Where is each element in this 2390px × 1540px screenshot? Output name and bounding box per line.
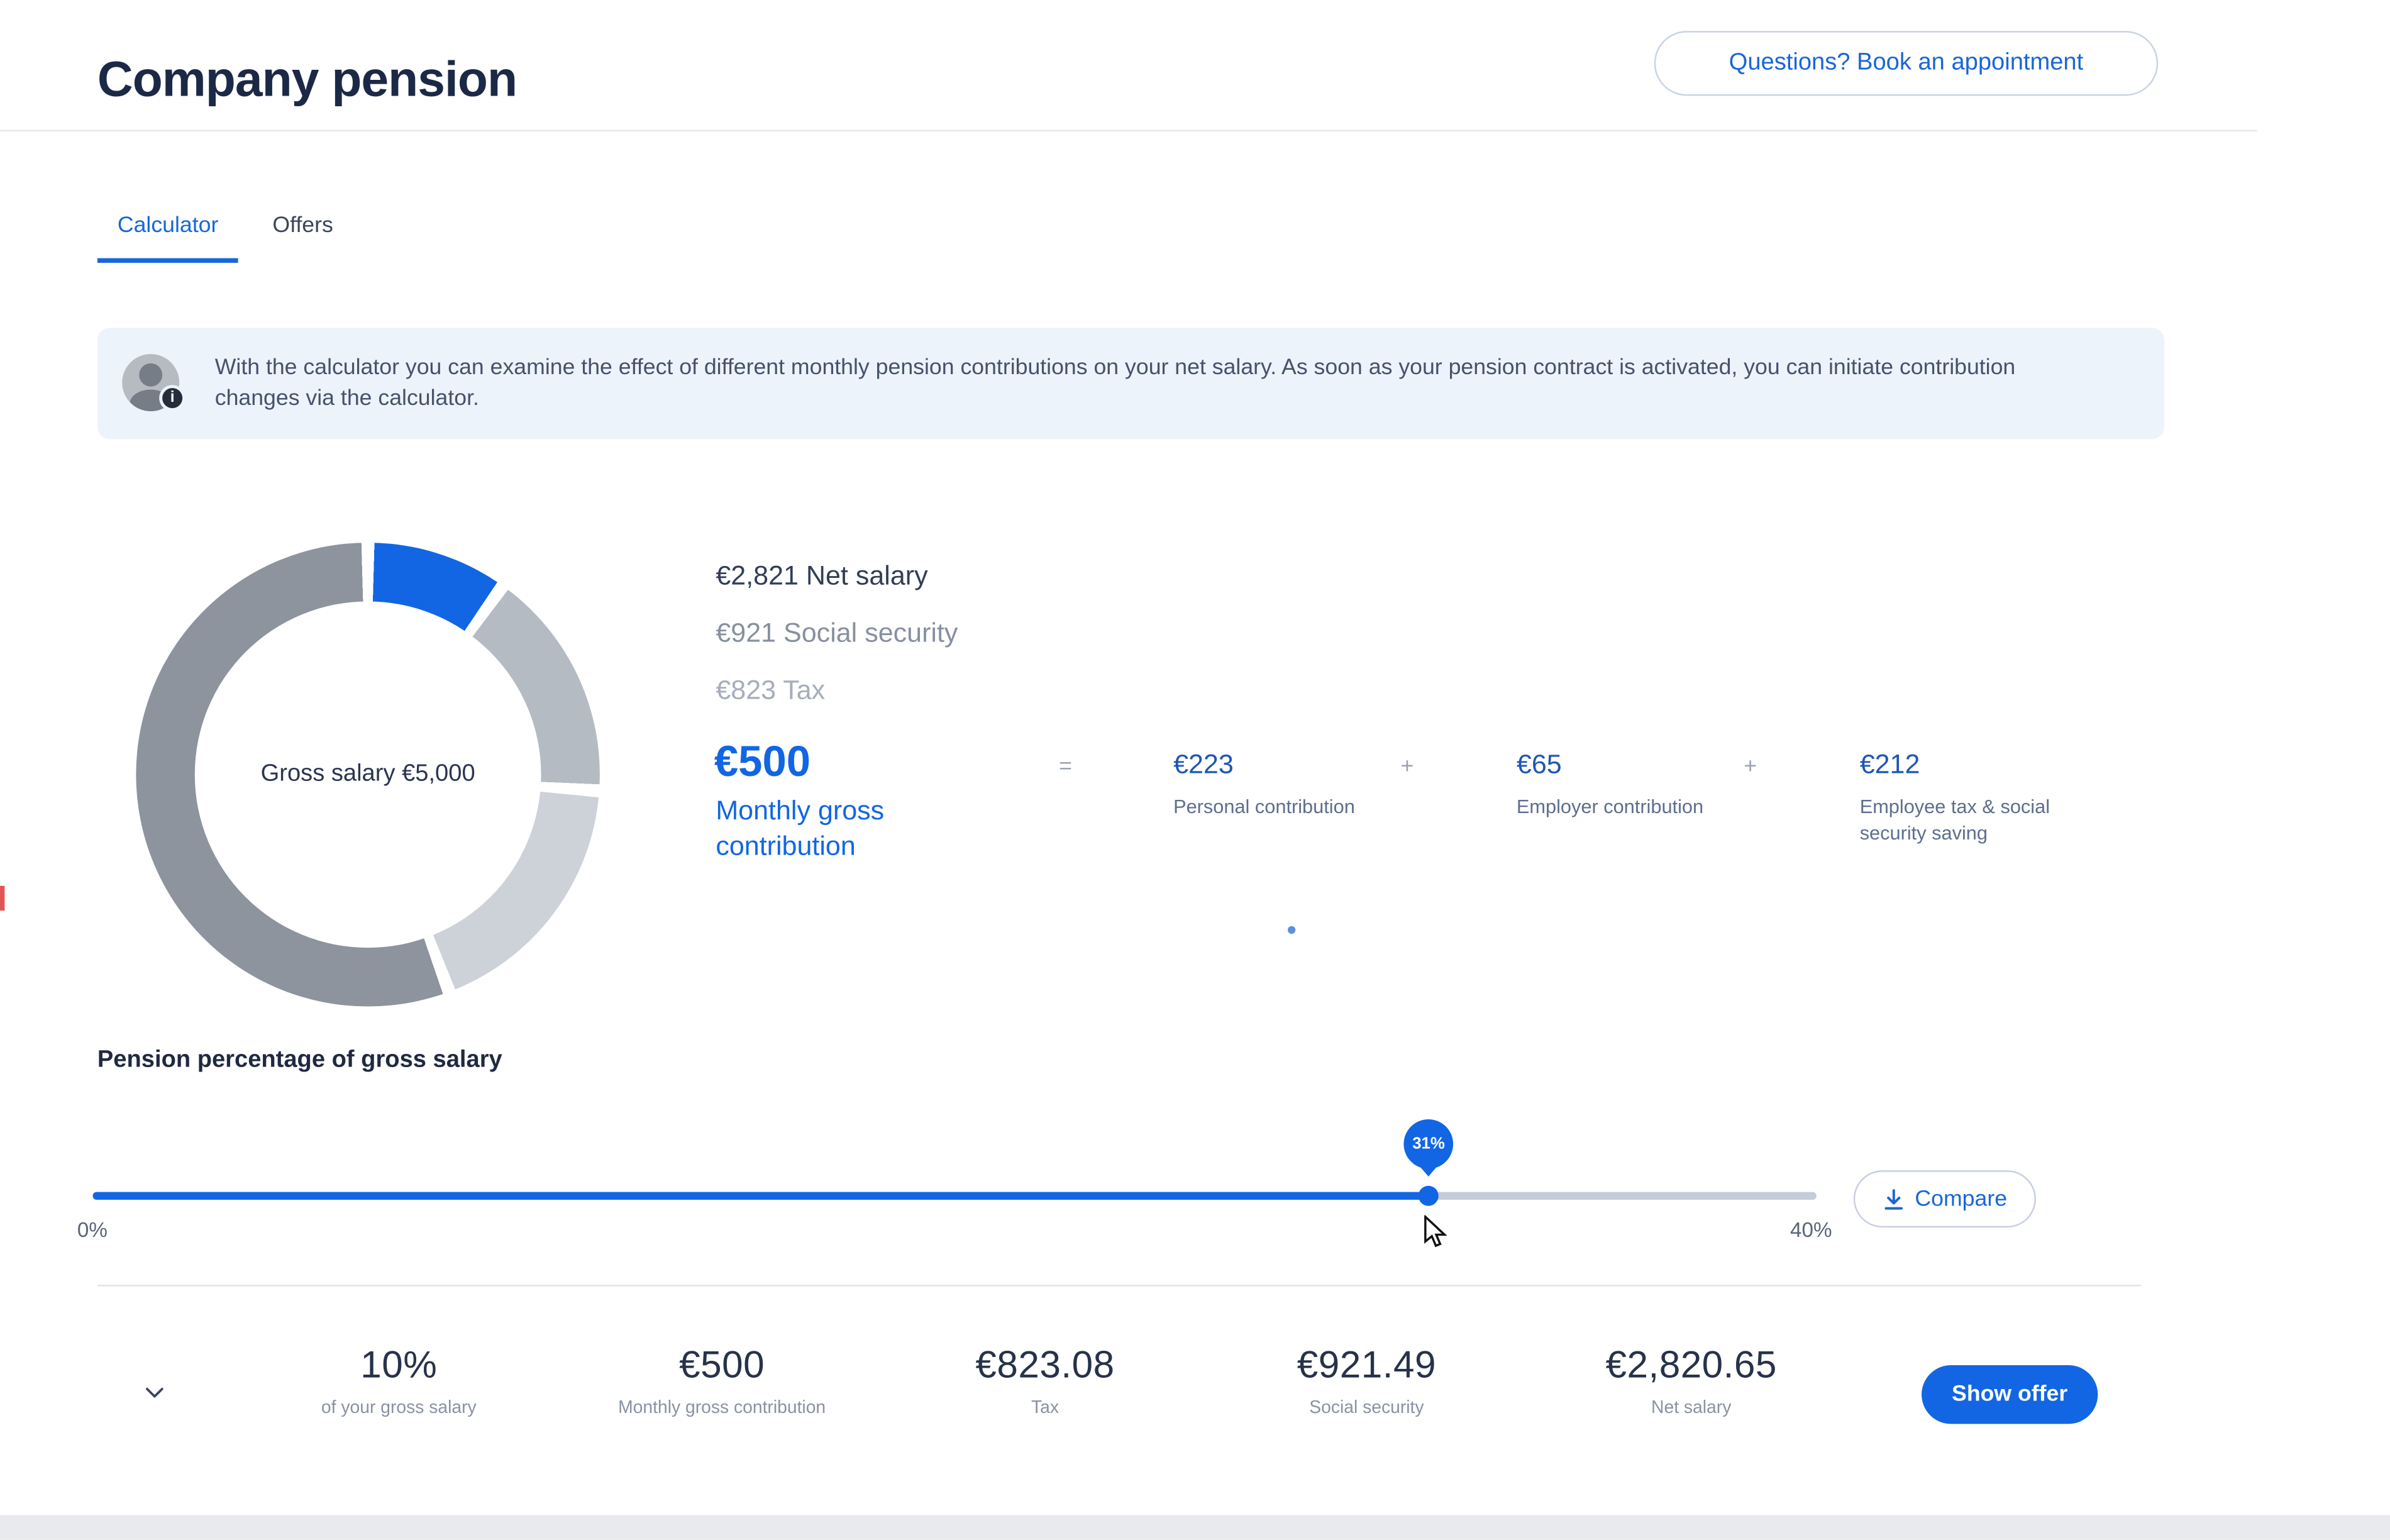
slider-min-label: 0%	[77, 1218, 108, 1242]
employer-contribution-value: €65	[1516, 748, 1562, 780]
plus-sign: +	[1744, 754, 1757, 780]
net-salary-label: Net salary	[805, 560, 928, 591]
plus-sign: +	[1400, 754, 1414, 780]
header-divider	[0, 130, 2257, 131]
show-offer-button[interactable]: Show offer	[1922, 1365, 2098, 1424]
slider-section-label: Pension percentage of gross salary	[97, 1046, 502, 1073]
compare-button[interactable]: Compare	[1853, 1170, 2036, 1228]
equation-part-personal: €223 Personal contribution	[1173, 748, 1420, 821]
social-security-line: €921 Social security	[716, 617, 958, 650]
summary-value: €823.08	[975, 1344, 1115, 1387]
slider-value-pin[interactable]: 31%	[1403, 1119, 1454, 1169]
personal-contribution-label: Personal contribution	[1173, 796, 1355, 818]
mouse-cursor	[1424, 1215, 1447, 1248]
summary-monthly-contribution: €500 Monthly gross contribution	[536, 1345, 907, 1418]
summary-label: Net salary	[1651, 1399, 1732, 1418]
tax-saving-label: Employee tax & social security saving	[1859, 796, 2050, 845]
summary-tax: €823.08 Tax	[860, 1345, 1231, 1418]
monthly-contribution-value: €500	[714, 737, 811, 785]
compare-button-label: Compare	[1915, 1186, 2008, 1212]
personal-contribution-value: €223	[1173, 748, 1234, 780]
donut-hole: Gross salary €5,000	[194, 601, 541, 948]
info-banner-text: With the calculator you can examine the …	[214, 355, 2016, 411]
summary-label: of your gross salary	[321, 1399, 477, 1418]
slider-handle[interactable]	[1419, 1185, 1439, 1206]
bottom-band	[0, 1515, 2390, 1540]
tax-value: €823	[716, 673, 777, 706]
summary-value: 10%	[360, 1344, 438, 1387]
pension-percentage-slider: 31%	[92, 1119, 1817, 1206]
screen-speck-artifact	[1288, 926, 1296, 934]
summary-gross-percent: 10% of your gross salary	[213, 1345, 584, 1418]
donut-chart: Gross salary €5,000	[136, 542, 600, 1007]
book-appointment-button[interactable]: Questions? Book an appointment	[1654, 31, 2159, 96]
slider-max-label: 40%	[1790, 1218, 1832, 1242]
social-security-label: Social security	[783, 616, 958, 648]
chevron-down-icon	[146, 1387, 163, 1398]
summary-net-salary: €2,820.65 Net salary	[1506, 1345, 1877, 1418]
info-banner: i With the calculator you can examine th…	[97, 328, 2165, 440]
monthly-contribution-label: Monthly gross contribution	[716, 794, 885, 861]
summary-social-security: €921.49 Social security	[1181, 1345, 1552, 1418]
summary-value: €2,820.65	[1605, 1344, 1777, 1387]
tab-bar: Calculator Offers	[97, 213, 353, 263]
net-salary-value: €2,821	[716, 560, 799, 591]
tab-calculator[interactable]: Calculator	[97, 213, 239, 263]
donut-center-label: Gross salary €5,000	[260, 760, 475, 787]
expand-summary-button[interactable]	[136, 1379, 173, 1407]
summary-label: Social security	[1309, 1399, 1424, 1418]
social-security-value: €921	[716, 616, 777, 648]
summary-label: Monthly gross contribution	[618, 1399, 826, 1418]
equation-part-employer: €65 Employer contribution	[1517, 748, 1764, 821]
page-title: Company pension	[97, 52, 517, 108]
summary-label: Tax	[1031, 1399, 1059, 1418]
summary-value: €921.49	[1297, 1344, 1437, 1387]
tax-line: €823 Tax	[716, 674, 825, 707]
equation-part-saving: €212 Employee tax & social security savi…	[1860, 748, 2107, 847]
net-salary-line: €2,821 Net salary	[716, 560, 927, 592]
tax-saving-value: €212	[1859, 748, 1920, 780]
summary-value: €500	[679, 1344, 765, 1387]
tax-label: Tax	[783, 673, 826, 706]
advisor-avatar	[122, 354, 180, 411]
employer-contribution-label: Employer contribution	[1516, 796, 1704, 818]
tab-offers[interactable]: Offers	[272, 213, 333, 238]
slider-fill	[92, 1192, 1429, 1200]
equals-sign: =	[1059, 754, 1072, 780]
summary-divider	[97, 1285, 2142, 1287]
info-icon: i	[159, 385, 186, 411]
screen-edge-artifact	[0, 885, 5, 911]
download-compare-icon	[1884, 1188, 1903, 1209]
